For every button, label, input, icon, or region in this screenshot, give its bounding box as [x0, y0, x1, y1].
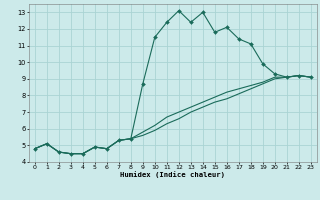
X-axis label: Humidex (Indice chaleur): Humidex (Indice chaleur) [120, 171, 225, 178]
